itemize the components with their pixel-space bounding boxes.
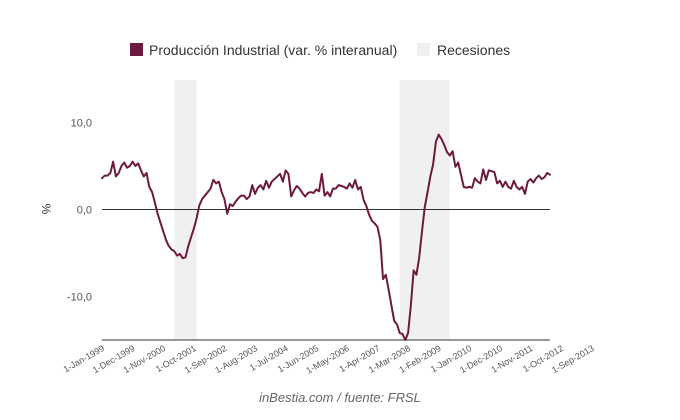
- series-layer: [101, 133, 551, 341]
- y-tick-label: 10,0: [71, 118, 92, 130]
- y-axis-label: %: [39, 204, 53, 215]
- legend-label-series: Producción Industrial (var. % interanual…: [149, 42, 397, 58]
- legend: Producción Industrial (var. % interanual…: [130, 42, 510, 58]
- legend-swatch-series: [130, 43, 143, 56]
- plot-axes: [102, 209, 550, 341]
- y-tick-label: -10,0: [67, 292, 92, 304]
- series-line-1: [101, 133, 551, 341]
- y-tick-label: 0,0: [77, 205, 92, 217]
- y-axis-ticks: 10,0 0,0 -10,0: [67, 118, 92, 304]
- x-axis-ticks: 1-Jan-19991-Dec-19991-Nov-20001-Oct-2001…: [62, 343, 596, 376]
- source-credit: inBestia.com / fuente: FRSL: [259, 390, 421, 405]
- legend-swatch-recessions: [417, 43, 430, 56]
- legend-label-recessions: Recesiones: [437, 42, 510, 58]
